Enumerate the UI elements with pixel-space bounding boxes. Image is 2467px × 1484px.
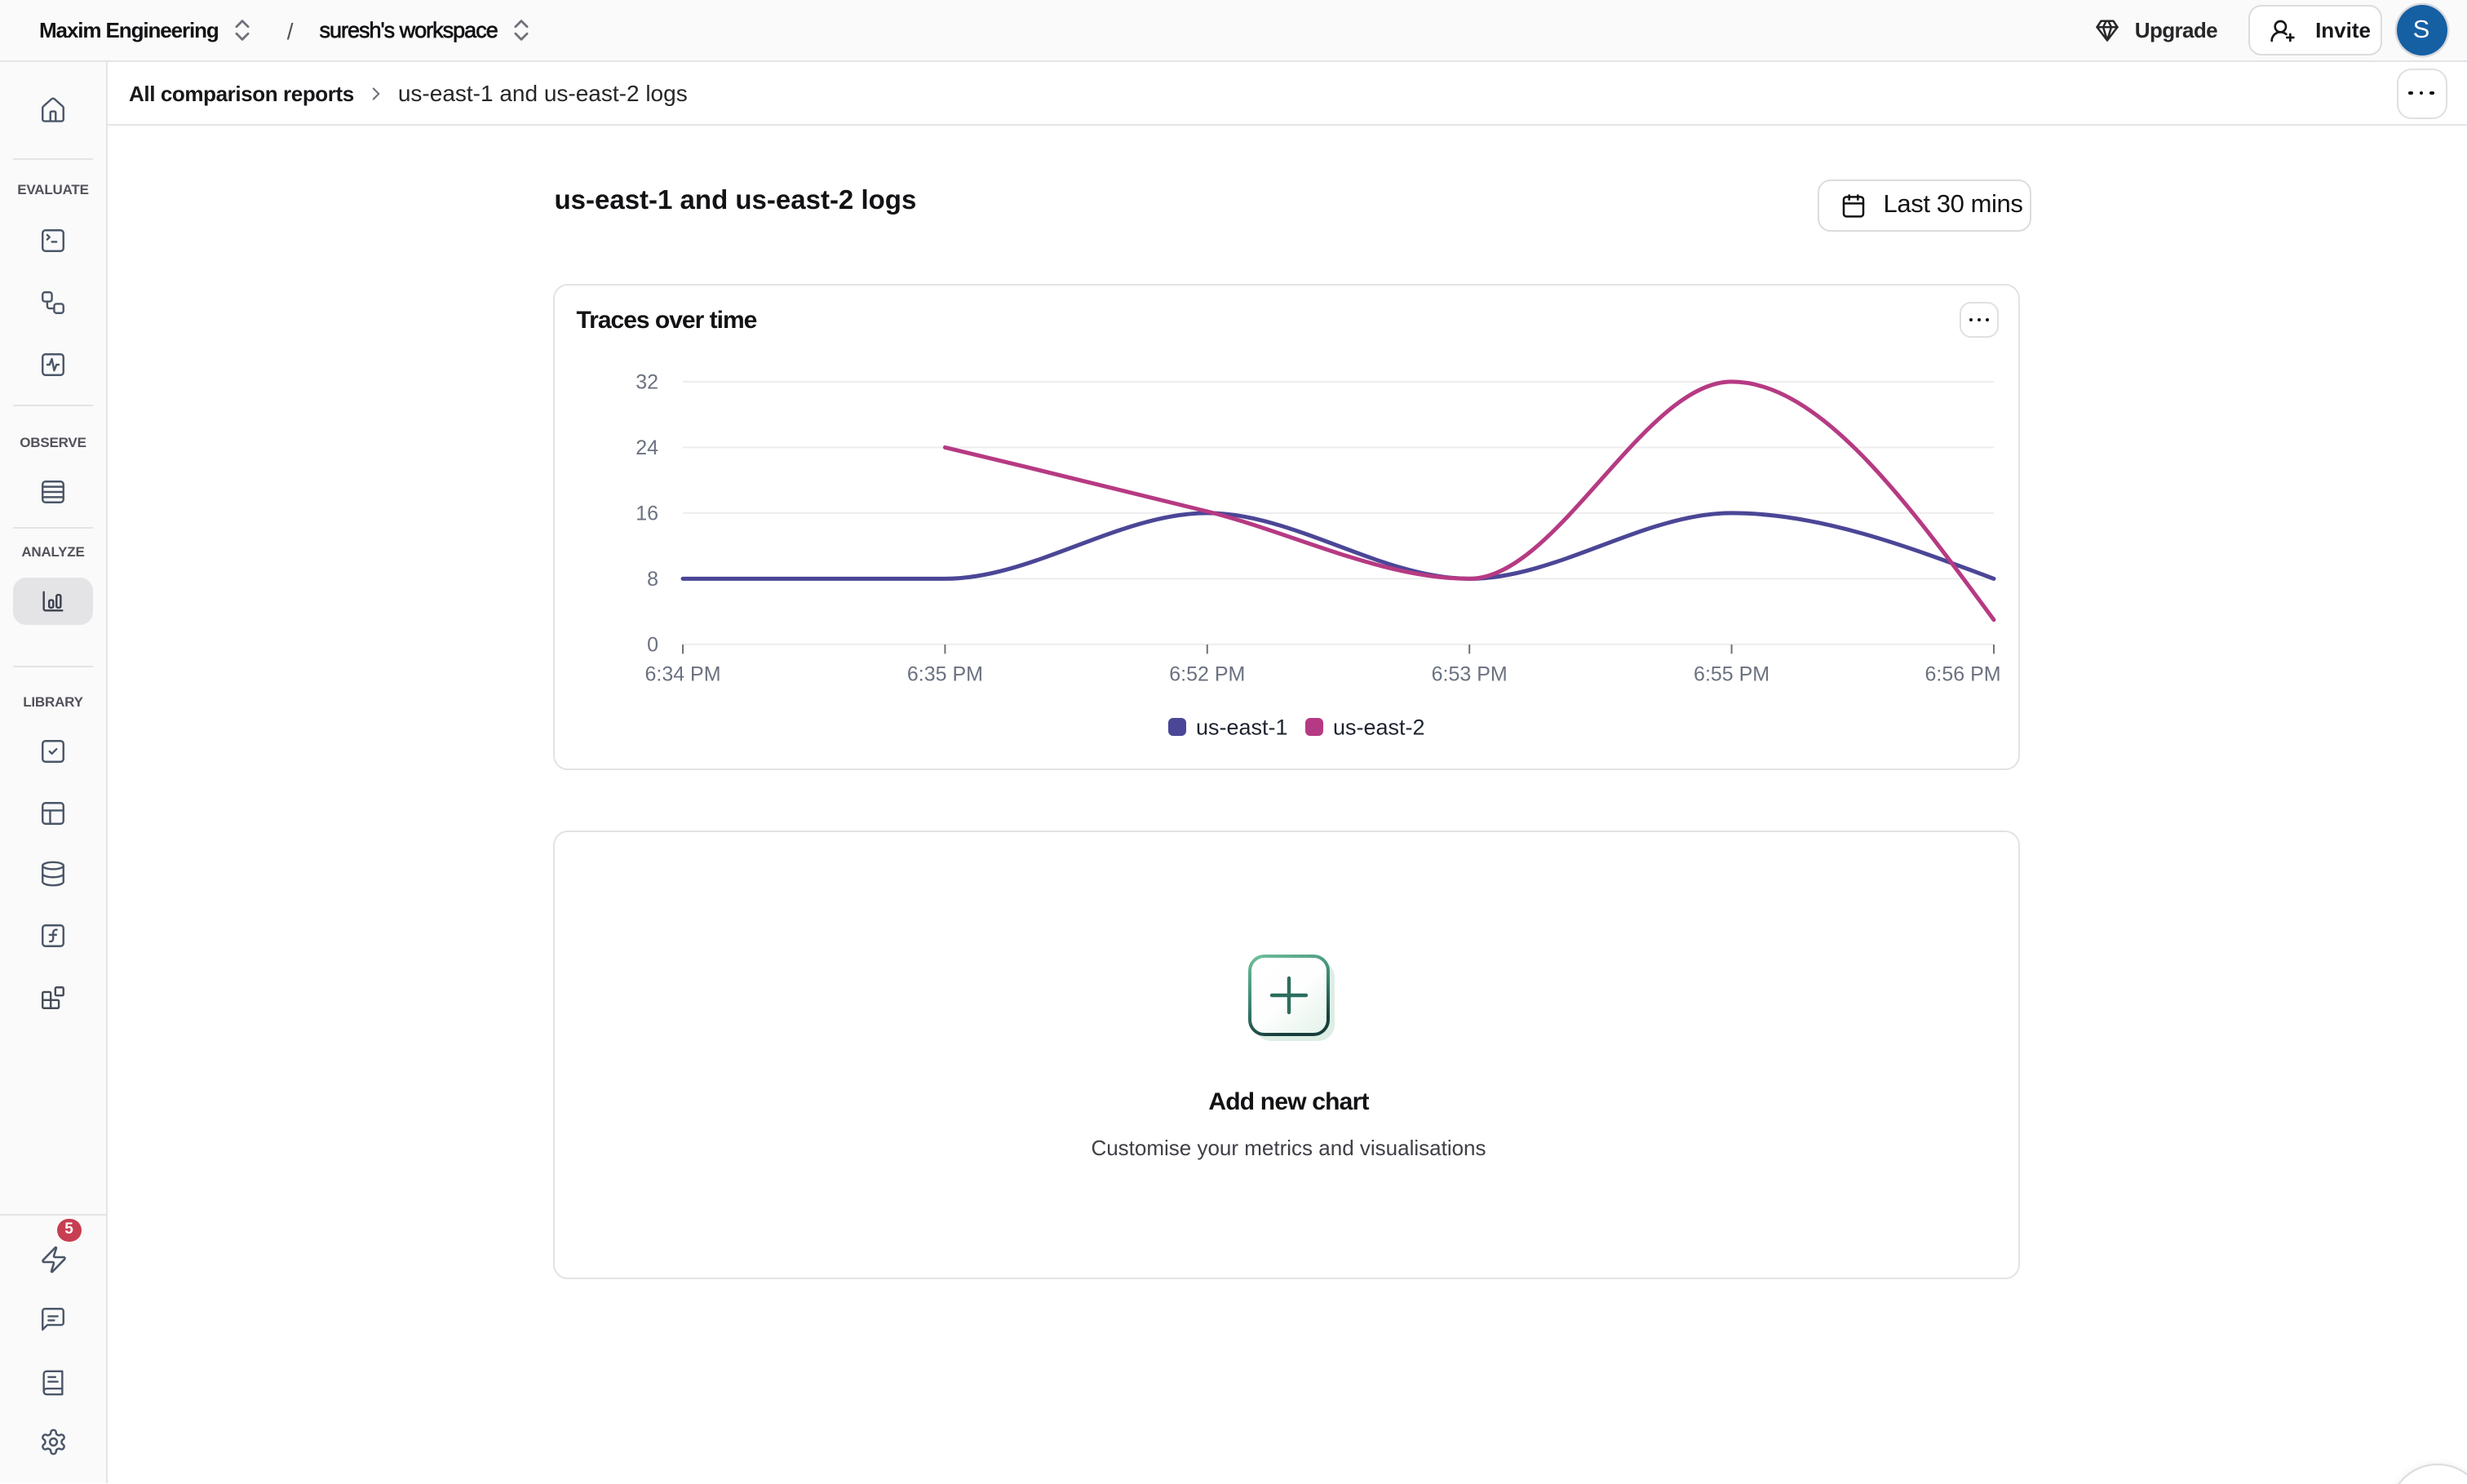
svg-text:us-east-1: us-east-1 (1197, 715, 1288, 739)
svg-text:8: 8 (648, 567, 659, 590)
svg-text:6:35 PM: 6:35 PM (907, 662, 983, 685)
svg-text:6:53 PM: 6:53 PM (1432, 662, 1508, 685)
svg-text:6:56 PM: 6:56 PM (1925, 662, 2001, 685)
svg-text:32: 32 (636, 370, 659, 393)
svg-text:6:34 PM: 6:34 PM (645, 662, 721, 685)
svg-text:16: 16 (636, 502, 659, 525)
svg-text:24: 24 (636, 436, 659, 458)
svg-text:6:55 PM: 6:55 PM (1694, 662, 1770, 685)
svg-text:us-east-2: us-east-2 (1333, 715, 1424, 739)
svg-text:0: 0 (648, 633, 659, 656)
svg-text:6:52 PM: 6:52 PM (1170, 662, 1246, 685)
